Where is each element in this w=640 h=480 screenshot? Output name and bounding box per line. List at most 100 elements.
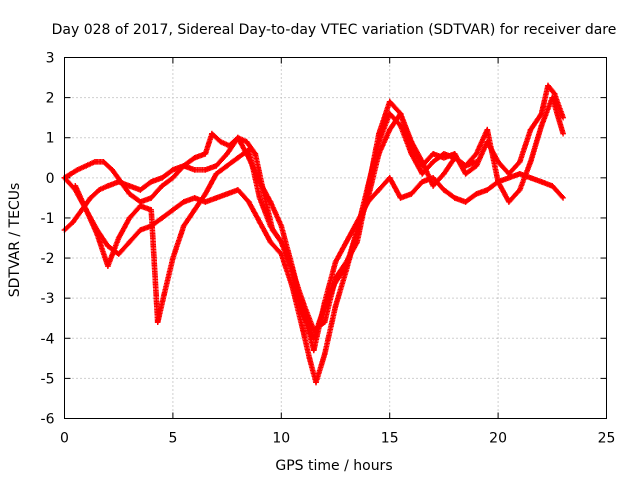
x-tick-label: 5 bbox=[168, 431, 177, 447]
data-point bbox=[462, 171, 469, 177]
data-point bbox=[243, 138, 250, 145]
data-point bbox=[306, 355, 313, 362]
data-point bbox=[202, 167, 209, 173]
y-tick-label: -5 bbox=[41, 371, 55, 387]
data-point bbox=[235, 134, 241, 141]
data-point bbox=[70, 219, 76, 225]
series-track-4 bbox=[72, 94, 566, 342]
data-point bbox=[462, 163, 469, 169]
data-point bbox=[202, 199, 209, 205]
data-point bbox=[343, 263, 350, 269]
data-point bbox=[105, 183, 111, 189]
data-point bbox=[376, 130, 382, 137]
data-point bbox=[267, 223, 274, 229]
data-point bbox=[191, 167, 198, 173]
data-point bbox=[300, 311, 306, 317]
data-point bbox=[92, 159, 98, 165]
data-point bbox=[560, 130, 566, 137]
data-point bbox=[332, 259, 339, 265]
data-point bbox=[100, 159, 107, 165]
data-point bbox=[545, 82, 551, 89]
data-point bbox=[126, 191, 133, 197]
data-point bbox=[148, 195, 154, 201]
data-point bbox=[311, 335, 317, 342]
data-point bbox=[191, 195, 198, 201]
data-point bbox=[109, 167, 115, 173]
data-point bbox=[419, 179, 425, 185]
data-point bbox=[267, 239, 274, 245]
data-point bbox=[126, 215, 133, 221]
data-point bbox=[224, 191, 230, 197]
x-axis-label: GPS time / hours bbox=[275, 458, 392, 474]
data-point bbox=[484, 126, 491, 133]
data-point bbox=[397, 195, 404, 201]
data-point bbox=[256, 219, 263, 225]
y-tick-label: -4 bbox=[41, 331, 55, 347]
data-point bbox=[506, 171, 512, 177]
data-point bbox=[386, 175, 393, 181]
data-point bbox=[159, 215, 165, 221]
data-point bbox=[549, 183, 556, 189]
data-point bbox=[495, 179, 501, 185]
data-point bbox=[191, 155, 198, 161]
data-point bbox=[451, 155, 458, 161]
data-point bbox=[473, 163, 480, 169]
data-point bbox=[376, 187, 382, 193]
data-point bbox=[159, 183, 165, 189]
data-point bbox=[126, 183, 133, 189]
data-point bbox=[517, 171, 523, 177]
data-point bbox=[213, 171, 220, 177]
data-point bbox=[213, 163, 220, 169]
data-point bbox=[376, 151, 382, 157]
data-point bbox=[551, 90, 558, 97]
x-tick-label: 25 bbox=[598, 431, 616, 447]
axes: 0 5 10 15 20 25 -6 -5 -4 -3 -2 -1 0 1 2 3 bbox=[41, 51, 616, 447]
data-point bbox=[170, 175, 176, 181]
data-point bbox=[332, 303, 339, 309]
data-point bbox=[289, 283, 295, 289]
data-point bbox=[137, 187, 144, 193]
data-point bbox=[148, 179, 154, 185]
data-point bbox=[321, 319, 328, 325]
data-point bbox=[408, 191, 415, 197]
data-point bbox=[246, 199, 252, 205]
data-point bbox=[278, 223, 285, 229]
data-point bbox=[267, 199, 274, 205]
data-point bbox=[430, 151, 436, 157]
data-point bbox=[74, 167, 81, 173]
data-point bbox=[209, 130, 215, 137]
data-point bbox=[300, 327, 306, 334]
data-point bbox=[408, 138, 415, 145]
x-tick-label: 0 bbox=[60, 431, 69, 447]
data-point bbox=[154, 319, 161, 325]
plot-area bbox=[61, 82, 566, 386]
data-point bbox=[161, 291, 167, 297]
data-point bbox=[538, 122, 545, 129]
data-point bbox=[517, 159, 523, 165]
data-point bbox=[313, 379, 319, 386]
y-tick-label: -3 bbox=[41, 291, 55, 307]
grid bbox=[64, 57, 607, 419]
data-point bbox=[137, 203, 144, 209]
data-point bbox=[94, 231, 100, 237]
data-point bbox=[126, 239, 133, 245]
data-marks bbox=[313, 353, 327, 386]
data-point bbox=[170, 255, 176, 261]
data-point bbox=[180, 199, 187, 205]
data-point bbox=[321, 351, 328, 358]
data-point bbox=[87, 195, 94, 201]
x-tick-label: 20 bbox=[489, 431, 507, 447]
y-tick-label: -6 bbox=[41, 412, 55, 428]
data-point bbox=[473, 151, 480, 157]
data-point bbox=[118, 179, 124, 185]
data-point bbox=[441, 171, 447, 177]
data-point bbox=[332, 279, 339, 285]
data-point bbox=[170, 167, 176, 173]
data-point bbox=[252, 151, 259, 157]
data-point bbox=[159, 175, 165, 181]
data-point bbox=[115, 235, 122, 241]
data-point bbox=[560, 195, 566, 201]
data-point bbox=[321, 303, 328, 309]
data-point bbox=[180, 223, 187, 229]
data-point bbox=[538, 179, 545, 185]
